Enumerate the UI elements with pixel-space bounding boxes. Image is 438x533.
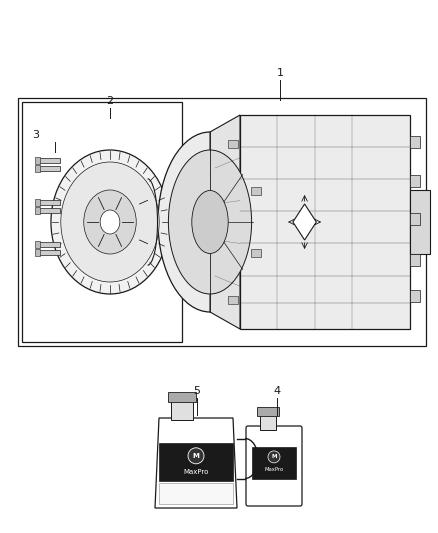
Ellipse shape (168, 150, 251, 294)
Ellipse shape (158, 132, 262, 312)
Text: MaxPro: MaxPro (184, 469, 208, 475)
Bar (35, 207, 40, 214)
Polygon shape (293, 204, 316, 240)
Bar (228, 296, 238, 304)
Bar (252, 447, 296, 479)
Circle shape (188, 448, 204, 464)
Bar (251, 249, 261, 257)
Bar (410, 175, 420, 187)
Text: 4: 4 (273, 386, 281, 396)
Ellipse shape (192, 190, 228, 254)
Bar (410, 136, 420, 148)
Text: M: M (193, 453, 199, 459)
Bar (38, 166, 60, 171)
Ellipse shape (61, 162, 159, 282)
Bar (410, 190, 430, 254)
Bar (35, 241, 40, 248)
Bar (228, 140, 238, 148)
Bar (38, 200, 60, 205)
Bar (35, 199, 40, 206)
Bar (35, 249, 40, 256)
Bar (38, 250, 60, 255)
Bar (159, 443, 233, 481)
Ellipse shape (51, 150, 169, 294)
Bar (410, 254, 420, 266)
Bar (22, 102, 182, 342)
FancyBboxPatch shape (246, 426, 302, 506)
Ellipse shape (100, 210, 120, 234)
Bar (251, 187, 261, 195)
Bar (18, 98, 426, 346)
Ellipse shape (84, 190, 136, 254)
Polygon shape (210, 115, 240, 329)
Text: M: M (271, 454, 277, 459)
Text: MaxPro: MaxPro (265, 466, 283, 472)
Text: 3: 3 (32, 130, 39, 140)
Bar (38, 208, 60, 213)
Bar (260, 414, 276, 430)
Text: 1: 1 (276, 68, 283, 78)
Text: 5: 5 (194, 386, 201, 396)
Text: 2: 2 (106, 96, 113, 106)
Bar (38, 158, 60, 163)
Bar (240, 115, 410, 329)
Bar (35, 165, 40, 172)
Bar (38, 242, 60, 247)
Polygon shape (155, 418, 237, 508)
Bar (257, 407, 279, 416)
Bar (410, 290, 420, 303)
Bar (159, 483, 233, 504)
Bar (410, 213, 420, 225)
Bar (168, 392, 196, 402)
Circle shape (268, 451, 280, 463)
Bar (171, 400, 193, 420)
Bar (35, 157, 40, 164)
